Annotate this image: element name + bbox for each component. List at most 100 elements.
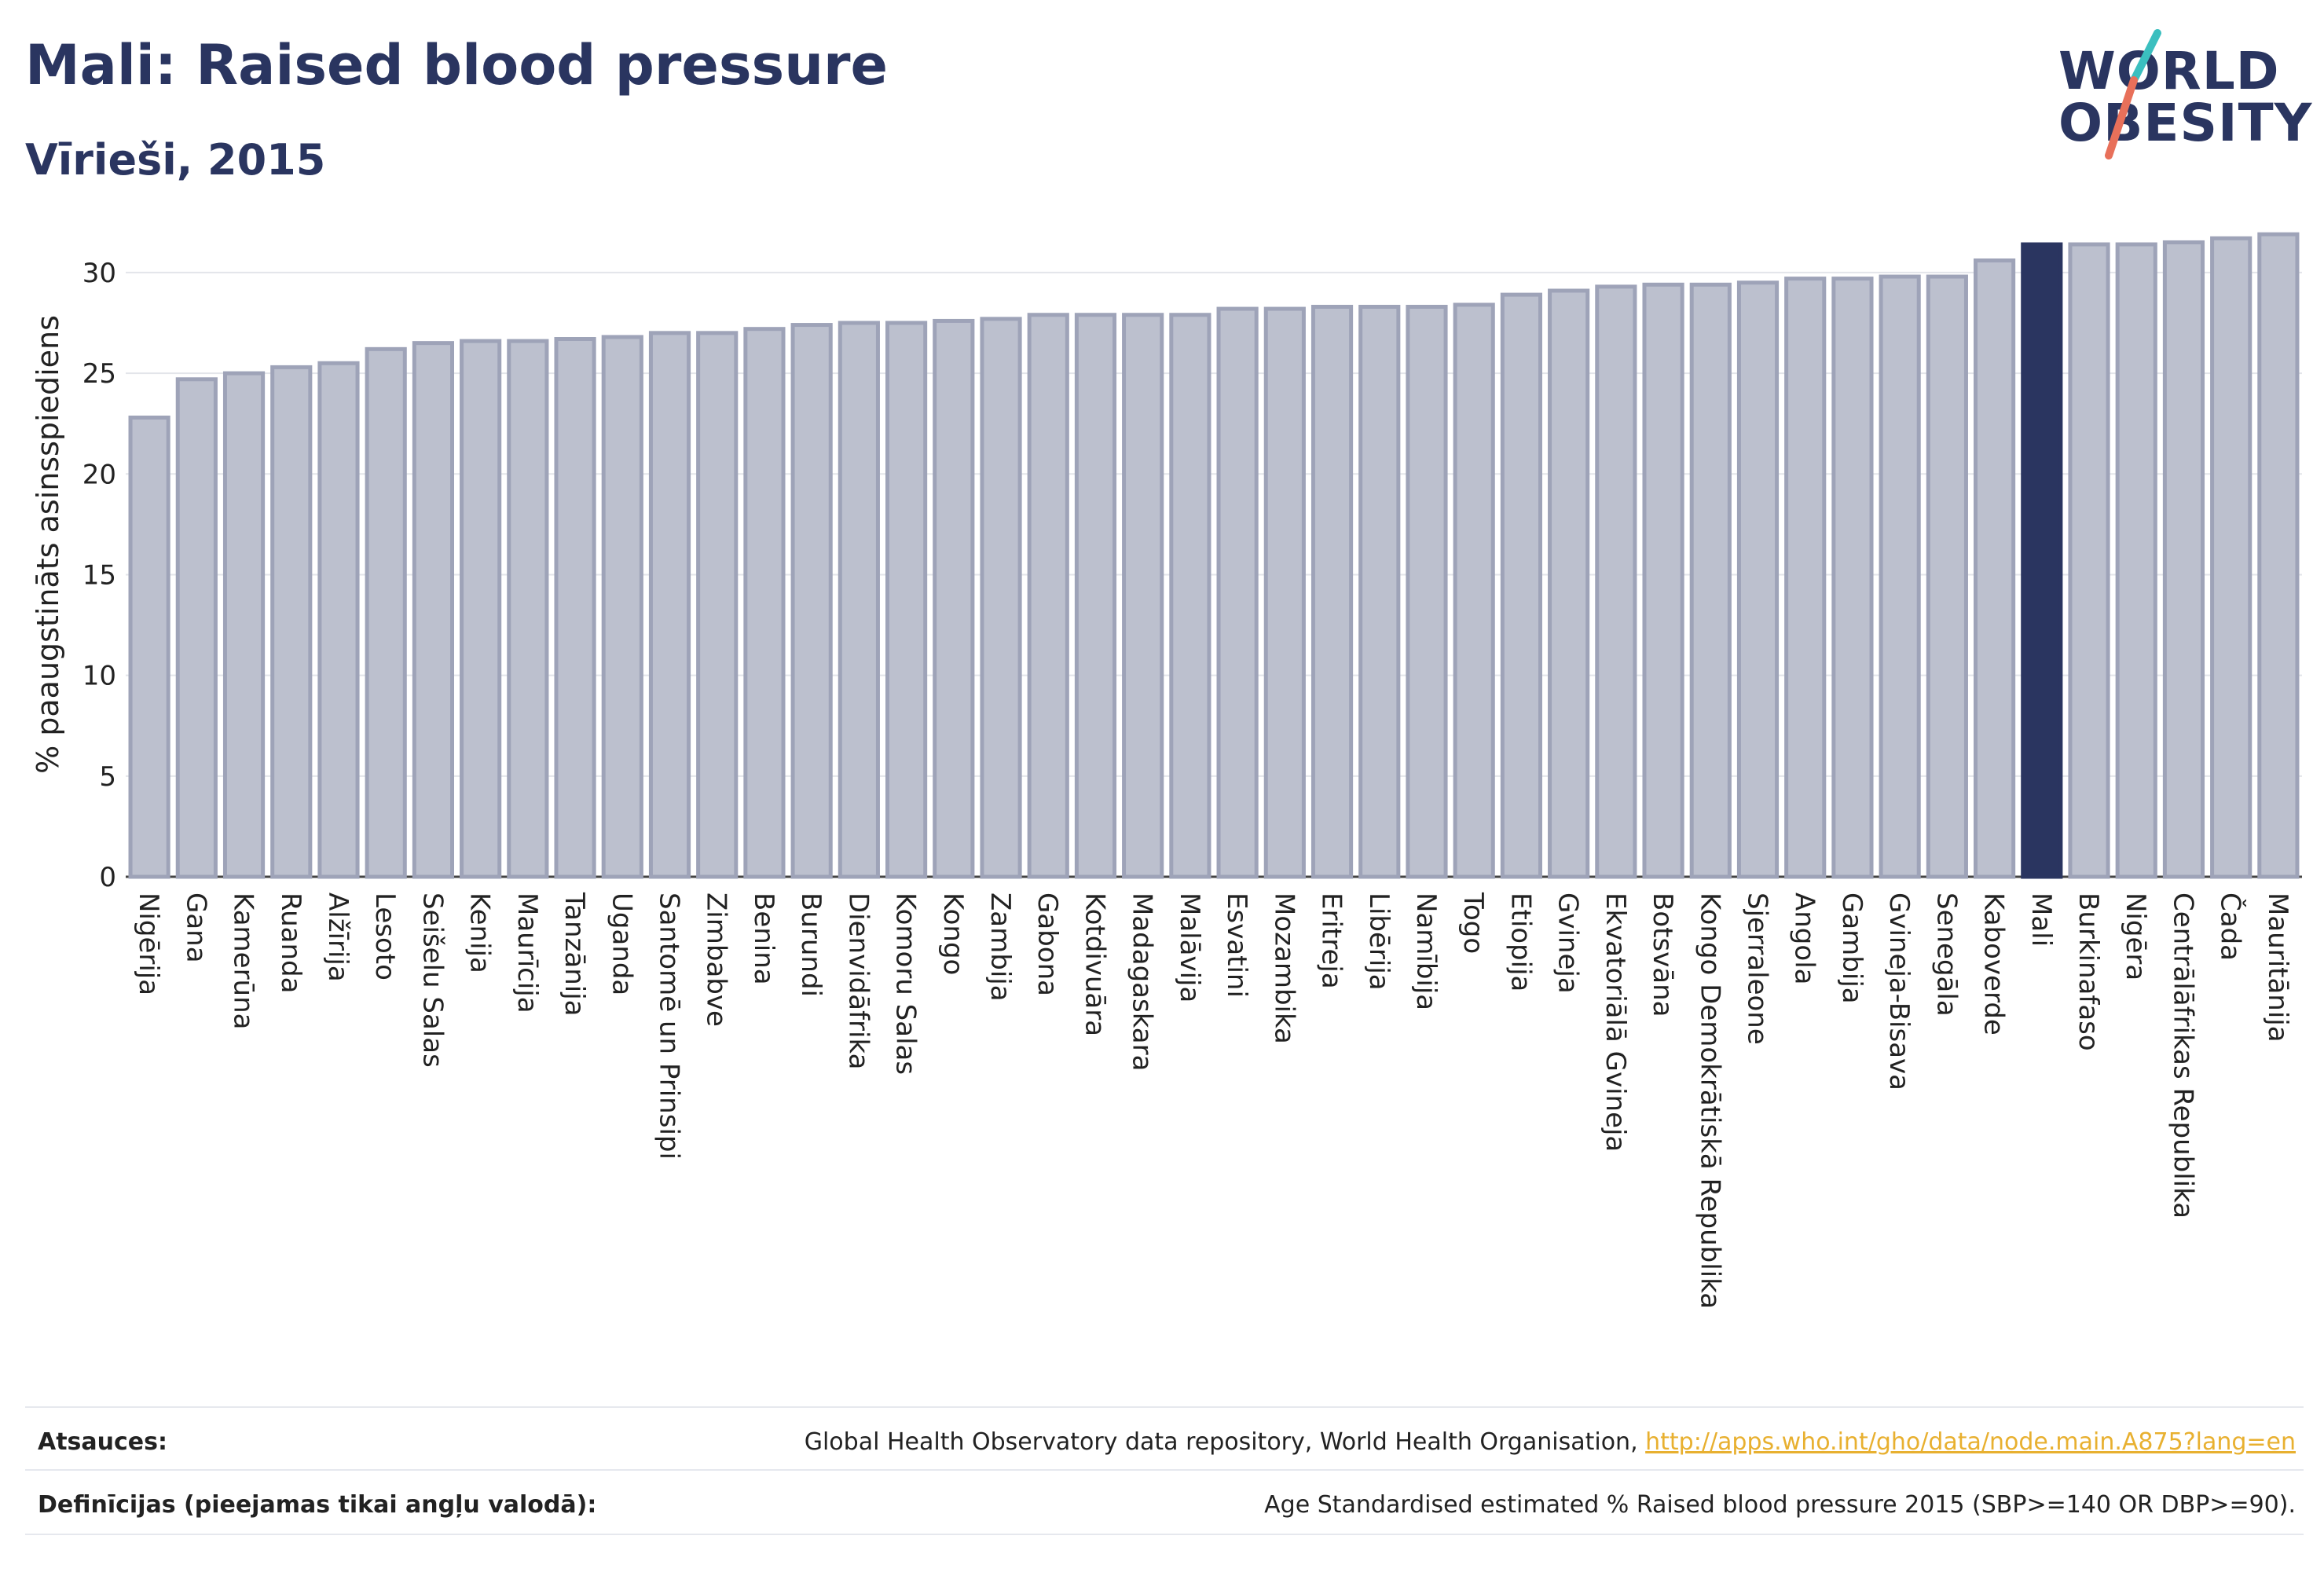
bar[interactable] — [365, 346, 407, 879]
x-tick-label: Kenija — [464, 892, 496, 973]
bar[interactable] — [270, 365, 313, 879]
x-tick-label: Nigēra — [2120, 892, 2151, 980]
x-tick-label: Zimbabve — [701, 892, 732, 1027]
bar[interactable] — [601, 335, 643, 879]
x-tick-label: Eritreja — [1316, 892, 1347, 989]
bar[interactable] — [1689, 282, 1732, 879]
bar[interactable] — [743, 327, 786, 879]
x-tick-label: Centrālāfrikas Republika — [2167, 892, 2198, 1219]
bar[interactable] — [2162, 240, 2205, 879]
x-tick-label: Kaboverde — [1978, 892, 2010, 1035]
x-tick-label: Čada — [2215, 892, 2247, 961]
bar[interactable] — [222, 371, 266, 879]
bar[interactable] — [1642, 282, 1684, 879]
bar[interactable] — [980, 317, 1022, 879]
x-tick-label: Ruanda — [275, 892, 306, 993]
y-tick-label: 15 — [82, 559, 116, 591]
bar[interactable] — [1548, 288, 1590, 879]
bar[interactable] — [1122, 313, 1164, 879]
bar[interactable] — [885, 321, 928, 879]
x-tick-label: Madagaskara — [1127, 892, 1158, 1071]
x-tick-label: Libērija — [1363, 892, 1395, 991]
x-tick-label: Dienvidāfrika — [842, 892, 874, 1069]
bar[interactable] — [1453, 302, 1495, 879]
bar[interactable] — [1027, 313, 1069, 879]
bar[interactable] — [696, 331, 739, 879]
bar[interactable] — [1074, 313, 1117, 879]
bar[interactable] — [1263, 306, 1306, 879]
bar[interactable] — [1216, 306, 1259, 879]
x-tick-label: Togo — [1457, 892, 1489, 954]
bar[interactable] — [554, 337, 596, 879]
logo-line-1: WORLD — [2058, 41, 2280, 101]
bar[interactable] — [175, 377, 218, 879]
x-tick-label: Mauritānija — [2262, 892, 2293, 1043]
x-tick-label: Kongo — [937, 892, 969, 975]
x-tick-labels: Nigērija Gana Kamerūna Ruanda Alžīrija Lesoto… — [133, 892, 2293, 1309]
y-axis-label: % paaugstināts asinsspiediens — [31, 315, 65, 774]
x-tick-label: Namībija — [1410, 892, 1442, 1010]
x-tick-label: Maurīcija — [511, 892, 543, 1013]
x-tick-label: Botsvāna — [1647, 892, 1678, 1017]
bar[interactable] — [1879, 274, 1921, 879]
bar[interactable] — [1406, 304, 1448, 879]
footer-divider-middle — [25, 1469, 2304, 1471]
bar[interactable] — [1595, 284, 1637, 879]
sources-link[interactable]: http://apps.who.int/gho/data/node.main.A… — [1645, 1428, 2296, 1456]
bar[interactable] — [128, 415, 170, 879]
bar[interactable] — [933, 318, 975, 879]
bar[interactable] — [790, 323, 833, 879]
bar[interactable] — [1974, 258, 2016, 879]
x-tick-label: Seišelu Salas — [416, 892, 448, 1068]
bar[interactable] — [1358, 304, 1401, 879]
x-tick-label: Zambija — [984, 892, 1016, 1002]
x-tick-label: Etiopija — [1505, 892, 1536, 991]
x-tick-label: Burkinafaso — [2073, 892, 2104, 1051]
x-tick-label: Sjerraleone — [1742, 892, 1773, 1045]
bar[interactable] — [2257, 232, 2300, 879]
bar[interactable] — [317, 361, 360, 879]
x-tick-label: Angola — [1789, 892, 1820, 984]
bars — [128, 232, 2300, 879]
x-tick-label: Ekvatoriālā Gvineja — [1600, 892, 1631, 1152]
x-tick-label: Nigērija — [133, 892, 164, 995]
x-tick-label: Benina — [748, 892, 779, 985]
y-tick-label: 20 — [82, 459, 116, 490]
bar[interactable] — [648, 331, 691, 879]
bar[interactable] — [412, 341, 455, 879]
x-tick-label: Mali — [2025, 892, 2057, 947]
bar[interactable] — [1169, 313, 1211, 879]
bar[interactable] — [2068, 242, 2110, 879]
bar[interactable] — [2115, 242, 2157, 879]
bar[interactable] — [507, 339, 549, 879]
bar[interactable] — [1736, 280, 1780, 879]
x-tick-label: Kongo Demokrātiskā Republika — [1694, 892, 1725, 1309]
x-tick-label: Senegāla — [1930, 892, 1962, 1017]
y-tick-label: 10 — [82, 661, 116, 692]
bar[interactable] — [1310, 304, 1354, 879]
bar-highlighted[interactable] — [2021, 242, 2063, 879]
footer-divider-bottom — [25, 1534, 2304, 1535]
y-tick-labels: 0 5 10 15 20 25 30 — [82, 258, 116, 893]
bar[interactable] — [1831, 277, 1874, 879]
bar[interactable] — [1926, 274, 1968, 879]
bar[interactable] — [1500, 292, 1542, 879]
y-tick-label: 0 — [99, 862, 116, 893]
x-tick-label: Santomē un Prinsipi — [654, 892, 685, 1160]
sources-text: Global Health Observatory data repositor… — [804, 1428, 1646, 1456]
x-tick-label: Malāvija — [1174, 892, 1205, 1002]
world-obesity-logo: WORLD OBESITY — [2058, 24, 2313, 165]
x-tick-label: Tanzānija — [559, 892, 590, 1016]
definitions-label: Definīcijas (pieejamas tikai angļu valod… — [38, 1491, 597, 1519]
x-tick-label: Kotdivuāra — [1079, 892, 1110, 1036]
x-tick-label: Kamerūna — [228, 892, 259, 1029]
bar[interactable] — [460, 339, 502, 879]
logo-line-2: OBESITY — [2058, 93, 2313, 153]
bar[interactable] — [1784, 277, 1827, 879]
bar[interactable] — [2210, 236, 2253, 879]
sources-label: Atsauces: — [38, 1428, 167, 1456]
bar[interactable] — [838, 321, 880, 879]
x-tick-label: Esvatini — [1221, 892, 1252, 998]
x-tick-label: Gvineja-Bisava — [1883, 892, 1915, 1090]
sources-value: Global Health Observatory data repositor… — [805, 1428, 2296, 1456]
